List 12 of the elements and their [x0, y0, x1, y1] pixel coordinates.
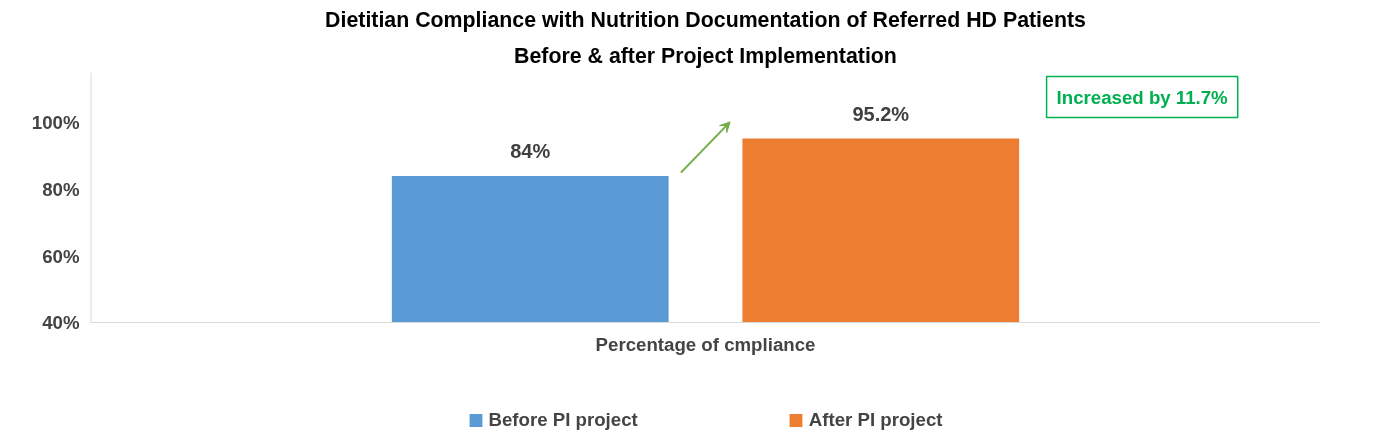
data-label: 84%: [510, 139, 551, 162]
chart-title: Dietitian Compliance with Nutrition Documentation of Referred HD Patients: [325, 7, 1086, 32]
y-tick-label: 60%: [42, 245, 80, 267]
chart-subtitle: Before & after Project Implementation: [514, 43, 897, 68]
legend-label: After PI project: [808, 409, 943, 431]
x-tick-label: Percentage of cmpliance: [595, 333, 816, 355]
annotation: Increased by 11.7%: [1056, 86, 1229, 108]
y-tick-label: 100%: [31, 112, 80, 134]
y-tick-label: 40%: [42, 312, 80, 334]
y-tick-label: 80%: [42, 178, 80, 200]
data-label: 95.2%: [852, 102, 910, 125]
legend-label: Before PI project: [488, 409, 638, 431]
